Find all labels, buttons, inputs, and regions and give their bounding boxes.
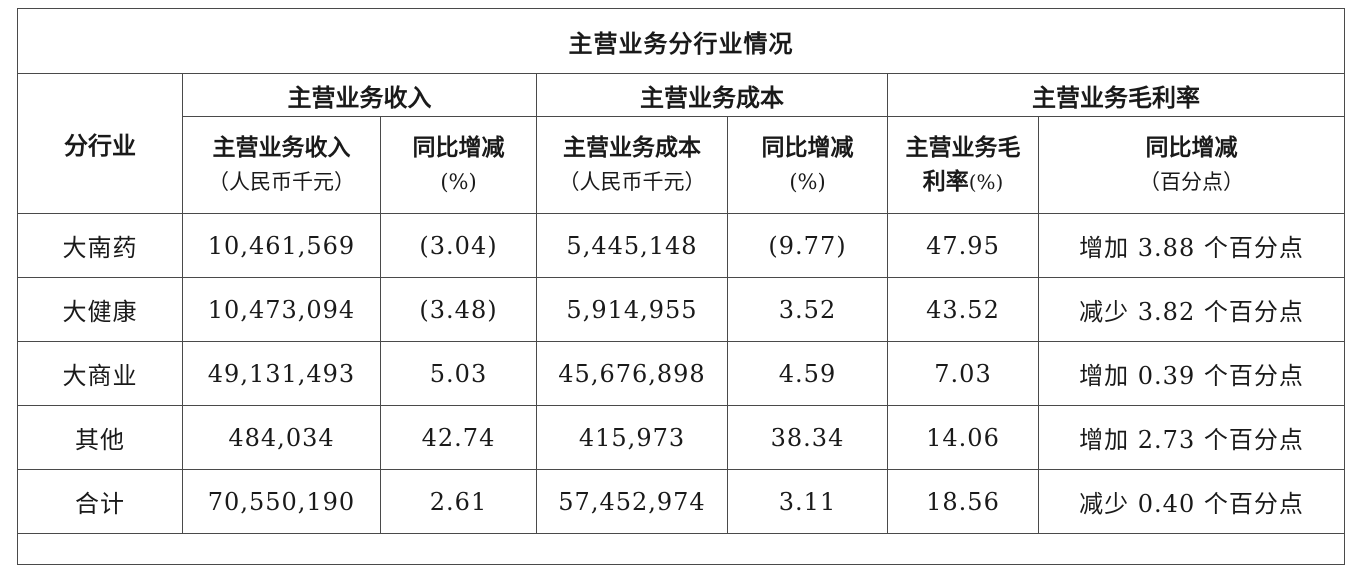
empty-continuation-cell xyxy=(16,533,1346,565)
cost-cell: 57,452,974 xyxy=(536,469,728,534)
cost-column-unit: （人民币千元） xyxy=(558,170,706,194)
cost-yoy-cell: 3.11 xyxy=(727,469,888,534)
cost-yoy-column-header: 同比增减 (%) xyxy=(727,116,888,214)
segment-cell: 大健康 xyxy=(17,277,183,342)
margin-yoy-column-title: 同比增减 xyxy=(1145,135,1238,161)
segment-business-table: 主营业务分行业情况 分行业 主营业务收入 主营业务成本 主营业务毛利率 主营业务… xyxy=(16,8,1346,565)
revenue-cell: 49,131,493 xyxy=(182,341,381,406)
margin-yoy-column-header: 同比增减 （百分点） xyxy=(1037,116,1346,214)
segment-cell: 大南药 xyxy=(17,213,183,278)
revenue-cell: 10,473,094 xyxy=(182,277,381,342)
margin-column-header: 主营业务毛 利率(%) xyxy=(887,116,1039,214)
revenue-column-header: 主营业务收入 （人民币千元） xyxy=(182,116,381,214)
revenue-yoy-cell: 2.61 xyxy=(380,469,537,534)
revenue-column-title: 主营业务收入 xyxy=(212,135,351,161)
cost-cell: 415,973 xyxy=(536,405,728,470)
margin-cell: 43.52 xyxy=(887,277,1039,342)
revenue-yoy-cell: (3.48) xyxy=(380,277,537,342)
margin-column-title-line1: 主营业务毛 xyxy=(905,135,1021,161)
margin-cell: 7.03 xyxy=(887,341,1039,406)
table-row: 大商业 49,131,493 5.03 45,676,898 4.59 7.03… xyxy=(17,341,1346,406)
margin-cell: 14.06 xyxy=(887,405,1039,470)
revenue-yoy-column-header: 同比增减 (%) xyxy=(380,116,537,214)
margin-column-title-line2-text: 利率 xyxy=(922,169,969,195)
cost-column-title: 主营业务成本 xyxy=(563,135,701,161)
table-title: 主营业务分行业情况 xyxy=(16,8,1346,74)
revenue-cell: 484,034 xyxy=(182,405,381,470)
segment-cell: 其他 xyxy=(17,405,183,470)
revenue-yoy-column-unit: (%) xyxy=(440,170,477,194)
margin-yoy-cell: 增加 0.39 个百分点 xyxy=(1037,341,1346,406)
revenue-cell: 70,550,190 xyxy=(182,469,381,534)
revenue-column-unit: （人民币千元） xyxy=(208,170,355,194)
margin-yoy-cell: 增加 2.73 个百分点 xyxy=(1037,405,1346,470)
revenue-yoy-cell: 5.03 xyxy=(380,341,537,406)
table-row: 大健康 10,473,094 (3.48) 5,914,955 3.52 43.… xyxy=(17,277,1346,342)
sub-header-row: 主营业务收入 （人民币千元） 同比增减 (%) 主营业务成本 （人民币千元） 同… xyxy=(18,116,1346,214)
segment-cell: 合计 xyxy=(17,469,183,534)
revenue-yoy-cell: 42.74 xyxy=(380,405,537,470)
cost-column-header: 主营业务成本 （人民币千元） xyxy=(536,116,728,214)
cost-cell: 5,445,148 xyxy=(536,213,728,278)
margin-yoy-column-unit: （百分点） xyxy=(1139,170,1245,194)
table-row: 大南药 10,461,569 (3.04) 5,445,148 (9.77) 4… xyxy=(17,213,1346,278)
segment-header: 分行业 xyxy=(17,73,183,214)
cost-group-header: 主营业务成本 xyxy=(536,73,888,117)
table-continuation-row xyxy=(16,533,1346,565)
revenue-group-header: 主营业务收入 xyxy=(182,73,537,117)
cost-yoy-column-title: 同比增减 xyxy=(761,135,854,161)
revenue-yoy-column-title: 同比增减 xyxy=(412,135,505,161)
cost-yoy-cell: 38.34 xyxy=(727,405,888,470)
table-title-row: 主营业务分行业情况 xyxy=(16,8,1346,74)
segment-cell: 大商业 xyxy=(17,341,183,406)
margin-column-unit: (%) xyxy=(968,170,1004,194)
cost-yoy-cell: 3.52 xyxy=(727,277,888,342)
group-header-row: 分行业 主营业务收入 主营业务成本 主营业务毛利率 xyxy=(17,73,1346,214)
margin-column-title-line2: 利率(%) xyxy=(889,165,1038,199)
margin-yoy-cell: 减少 0.40 个百分点 xyxy=(1037,469,1346,534)
margin-cell: 18.56 xyxy=(887,469,1039,534)
table-row: 其他 484,034 42.74 415,973 38.34 14.06 增加 … xyxy=(17,405,1346,470)
cost-yoy-cell: (9.77) xyxy=(727,213,888,278)
cost-yoy-cell: 4.59 xyxy=(727,341,888,406)
margin-yoy-cell: 增加 3.88 个百分点 xyxy=(1037,213,1346,278)
table-row: 合计 70,550,190 2.61 57,452,974 3.11 18.56… xyxy=(17,469,1346,534)
cost-cell: 5,914,955 xyxy=(536,277,728,342)
revenue-yoy-cell: (3.04) xyxy=(380,213,537,278)
margin-yoy-cell: 减少 3.82 个百分点 xyxy=(1037,277,1346,342)
cost-yoy-column-unit: (%) xyxy=(789,170,826,194)
cost-cell: 45,676,898 xyxy=(536,341,728,406)
margin-group-header: 主营业务毛利率 xyxy=(886,73,1346,117)
margin-cell: 47.95 xyxy=(887,213,1039,278)
revenue-cell: 10,461,569 xyxy=(182,213,381,278)
